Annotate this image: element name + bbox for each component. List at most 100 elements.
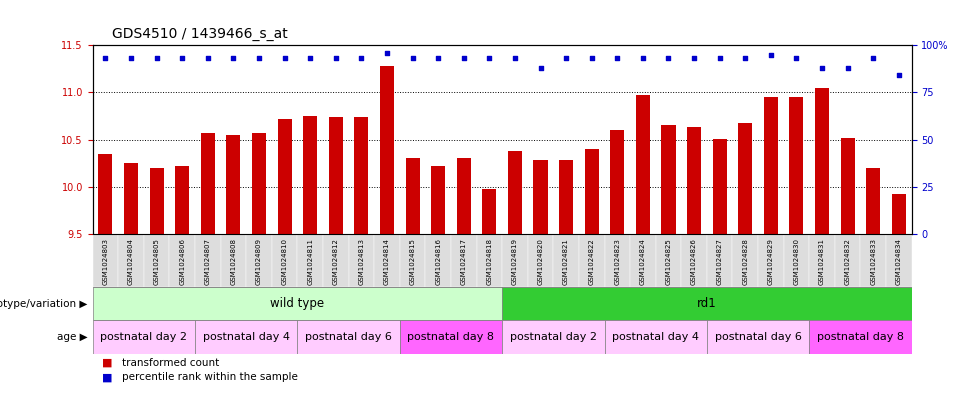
Bar [784,234,809,287]
Bar [738,123,753,234]
Text: GSM1024818: GSM1024818 [487,238,492,285]
Bar [477,234,502,287]
Text: postnatal day 6: postnatal day 6 [715,332,801,342]
Point [866,55,881,62]
Text: GSM1024834: GSM1024834 [896,238,902,285]
Bar [246,234,272,287]
Point [839,65,855,71]
Bar [354,117,369,234]
Bar [98,154,112,234]
Bar [456,158,471,234]
Bar [860,234,886,287]
Bar [303,116,317,234]
Bar [840,138,855,234]
Point [507,55,523,62]
Bar [93,320,195,354]
Bar [886,234,912,287]
Point [302,55,318,62]
Point [763,51,779,58]
Text: GSM1024820: GSM1024820 [537,238,543,285]
Bar [374,234,400,287]
Text: percentile rank within the sample: percentile rank within the sample [122,372,297,382]
Bar [220,234,246,287]
Bar [450,234,477,287]
Point [430,55,446,62]
Text: GSM1024831: GSM1024831 [819,238,825,285]
Point [635,55,650,62]
Bar [400,234,425,287]
Bar [176,166,189,234]
Point [737,55,753,62]
Bar [431,166,446,234]
Text: postnatal day 2: postnatal day 2 [100,332,187,342]
Point [98,55,113,62]
Text: GSM1024823: GSM1024823 [614,238,620,285]
Bar [297,320,400,354]
Bar [502,320,604,354]
Text: GSM1024826: GSM1024826 [691,238,697,285]
Point [584,55,600,62]
Bar [349,234,374,287]
Text: postnatal day 4: postnatal day 4 [203,332,290,342]
Text: GSM1024806: GSM1024806 [179,238,185,285]
Text: postnatal day 4: postnatal day 4 [612,332,699,342]
Bar [815,88,829,234]
Point [482,55,497,62]
Text: GSM1024805: GSM1024805 [154,238,160,285]
Text: GSM1024822: GSM1024822 [589,238,595,285]
Point [200,55,215,62]
Text: GSM1024819: GSM1024819 [512,238,518,285]
Text: GDS4510 / 1439466_s_at: GDS4510 / 1439466_s_at [112,27,288,41]
Bar [93,234,118,287]
Text: GSM1024817: GSM1024817 [461,238,467,285]
Text: GSM1024829: GSM1024829 [768,238,774,285]
Text: GSM1024830: GSM1024830 [794,238,800,285]
Bar [687,127,701,234]
Text: GSM1024821: GSM1024821 [564,238,569,285]
Text: GSM1024833: GSM1024833 [871,238,877,285]
Text: postnatal day 6: postnatal day 6 [305,332,392,342]
Bar [892,194,906,234]
Point [712,55,727,62]
Bar [763,97,778,234]
Text: ■: ■ [102,358,116,368]
Bar [195,234,220,287]
Text: age ▶: age ▶ [58,332,88,342]
Bar [406,158,419,234]
Text: GSM1024827: GSM1024827 [717,238,722,285]
Bar [707,234,732,287]
Text: postnatal day 2: postnatal day 2 [510,332,597,342]
Bar [682,234,707,287]
Bar [759,234,784,287]
Point [559,55,574,62]
Bar [527,234,554,287]
Text: GSM1024828: GSM1024828 [742,238,748,285]
Text: GSM1024808: GSM1024808 [230,238,236,285]
Bar [278,119,292,234]
Point [328,55,343,62]
Bar [732,234,759,287]
Bar [226,135,241,234]
Text: GSM1024825: GSM1024825 [666,238,672,285]
Text: transformed count: transformed count [122,358,219,368]
Text: GSM1024811: GSM1024811 [307,238,313,285]
Bar [502,287,912,320]
Point [379,50,395,56]
Text: GSM1024807: GSM1024807 [205,238,211,285]
Bar [809,234,835,287]
Text: GSM1024809: GSM1024809 [256,238,262,285]
Bar [118,234,144,287]
Bar [400,320,502,354]
Bar [425,234,450,287]
Text: GSM1024804: GSM1024804 [128,238,134,285]
Point [456,55,472,62]
Bar [272,234,297,287]
Point [789,55,804,62]
Bar [533,160,548,234]
Bar [195,320,297,354]
Point [354,55,370,62]
Bar [610,130,624,234]
Bar [502,234,527,287]
Text: GSM1024812: GSM1024812 [332,238,338,285]
Point [405,55,420,62]
